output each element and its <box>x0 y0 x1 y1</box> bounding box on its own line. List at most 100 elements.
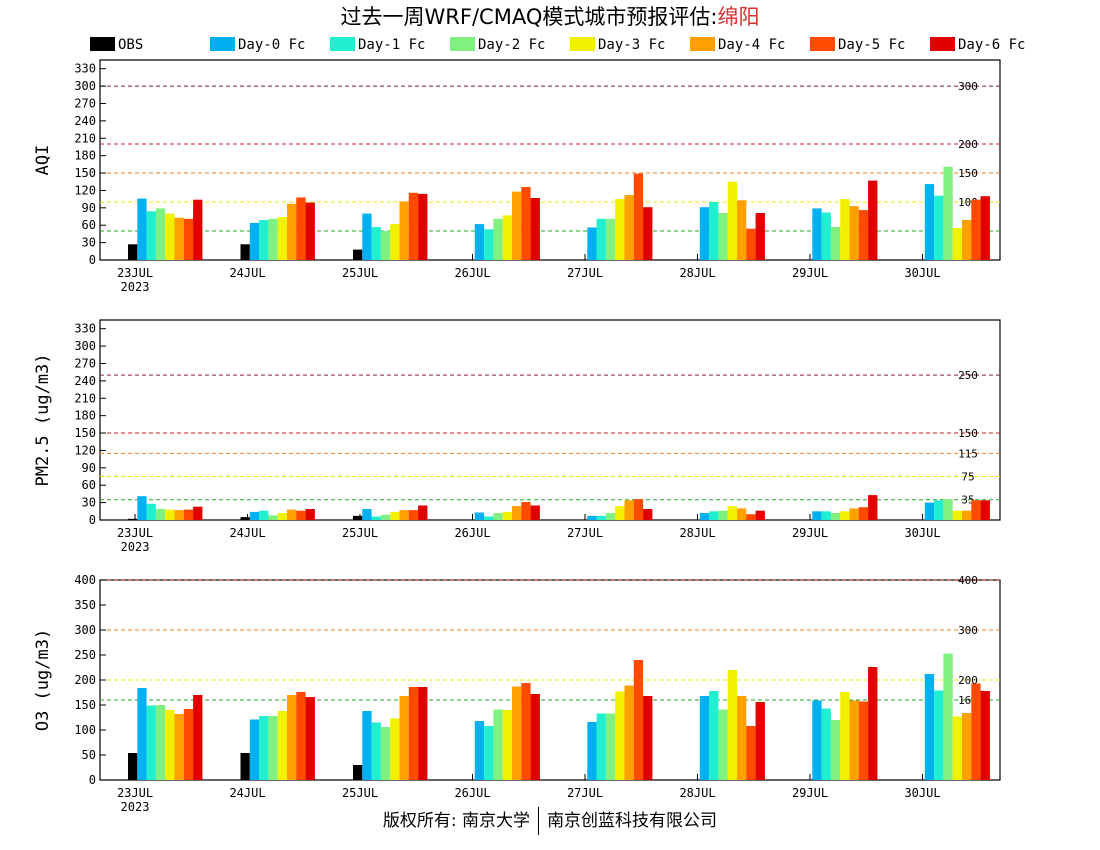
bar-3-5 <box>718 510 728 520</box>
bar-5-5 <box>737 696 747 780</box>
bar-7-6 <box>868 495 878 520</box>
x-tick-label-2: 25JUL <box>342 526 378 540</box>
bar-0-2 <box>353 249 363 260</box>
bar-0-1 <box>240 517 250 520</box>
bar-5-1 <box>287 695 297 780</box>
bar-7-1 <box>305 509 315 520</box>
x-tick-label-0: 23JUL <box>117 266 153 280</box>
bar-2-3 <box>484 516 494 520</box>
chart-panel-0: 5010015020030003060901201501802102402703… <box>33 59 1001 294</box>
x-tick-label-3: 26JUL <box>454 526 490 540</box>
x-tick-label-4: 27JUL <box>567 266 603 280</box>
y-tick-label-0: 0 <box>89 513 96 527</box>
bar-2-0 <box>146 705 156 780</box>
bar-3-4 <box>605 513 616 520</box>
bar-3-3 <box>493 513 503 520</box>
bar-4-5 <box>727 506 737 520</box>
bar-4-6 <box>840 692 850 780</box>
threshold-label-3: 150 <box>958 427 978 440</box>
bar-7-5 <box>755 213 765 260</box>
bar-3-3 <box>493 709 503 780</box>
bar-6-3 <box>521 187 531 260</box>
y-tick-label-9: 270 <box>74 96 96 110</box>
bar-2-5 <box>709 691 719 780</box>
y-tick-label-3: 90 <box>82 461 96 475</box>
bar-1-4 <box>587 227 597 260</box>
legend-swatch-2 <box>330 37 355 51</box>
bar-4-2 <box>390 511 400 520</box>
bar-3-1 <box>268 218 278 260</box>
bar-6-3 <box>521 683 531 780</box>
bar-0-1 <box>240 244 250 260</box>
threshold-label-2: 150 <box>958 167 978 180</box>
bar-6-7 <box>971 199 981 260</box>
legend-swatch-3 <box>450 37 475 51</box>
bar-5-6 <box>849 700 859 780</box>
bar-1-3 <box>474 224 485 260</box>
bar-3-2 <box>380 514 391 520</box>
bar-1-7 <box>924 184 935 260</box>
bar-3-5 <box>718 709 728 780</box>
x-tick-label-1: 24JUL <box>229 526 265 540</box>
bar-4-7 <box>952 716 962 780</box>
bar-5-7 <box>962 510 972 520</box>
bar-6-0 <box>183 509 194 520</box>
bar-6-1 <box>296 510 306 520</box>
bar-7-0 <box>193 506 203 520</box>
bar-6-1 <box>296 692 306 780</box>
bar-7-4 <box>643 696 653 780</box>
bar-1-5 <box>699 513 710 520</box>
bar-1-1 <box>249 222 260 260</box>
bar-6-6 <box>858 507 869 520</box>
bar-2-6 <box>821 511 831 520</box>
y-tick-label-7: 210 <box>74 131 96 145</box>
threshold-label-3: 400 <box>958 574 978 587</box>
footer-right: 南京创蓝科技有限公司 <box>547 811 718 831</box>
bar-2-3 <box>484 726 494 780</box>
legend-label-7: Day-6 Fc <box>958 37 1025 53</box>
legend-swatch-0 <box>90 37 115 51</box>
legend-label-3: Day-2 Fc <box>478 37 545 53</box>
bar-2-0 <box>146 211 156 260</box>
bar-7-2 <box>418 687 428 780</box>
bar-7-5 <box>755 510 765 520</box>
bar-3-3 <box>493 218 503 260</box>
bar-6-0 <box>183 709 194 780</box>
bar-3-7 <box>943 166 953 260</box>
bar-2-6 <box>821 212 831 260</box>
x-tick-label-2: 25JUL <box>342 786 378 800</box>
bar-3-6 <box>830 227 841 260</box>
y-tick-label-1: 50 <box>82 748 96 762</box>
bar-5-7 <box>962 220 972 260</box>
y-tick-label-5: 250 <box>74 648 96 662</box>
threshold-label-1: 75 <box>961 471 974 484</box>
y-tick-label-6: 180 <box>74 149 96 163</box>
bar-3-5 <box>718 213 728 260</box>
y-tick-label-2: 60 <box>82 478 96 492</box>
y-tick-label-5: 150 <box>74 166 96 180</box>
chart-panel-1: 3575115150250030609012015018021024027030… <box>33 319 1001 554</box>
bar-4-6 <box>840 199 850 260</box>
y-tick-label-6: 180 <box>74 409 96 423</box>
bar-3-1 <box>268 515 278 520</box>
bar-7-3 <box>530 694 540 780</box>
x-tick-label-6: 29JUL <box>792 786 828 800</box>
bar-1-1 <box>249 719 260 780</box>
x-tick-label-1: 24JUL <box>229 266 265 280</box>
bar-4-3 <box>502 710 512 780</box>
y-tick-label-8: 240 <box>74 374 96 388</box>
plot-frame <box>99 319 1001 521</box>
bar-6-6 <box>858 210 869 260</box>
y-tick-label-11: 330 <box>74 62 96 76</box>
legend-label-2: Day-1 Fc <box>358 37 425 53</box>
bar-7-2 <box>418 505 428 520</box>
bar-2-1 <box>259 510 269 520</box>
bar-7-3 <box>530 198 540 260</box>
bar-3-7 <box>943 499 953 520</box>
bar-1-4 <box>587 515 597 520</box>
bar-1-7 <box>924 674 935 780</box>
bar-0-0 <box>128 518 138 520</box>
y-tick-label-4: 120 <box>74 443 96 457</box>
x-year-label: 2023 <box>121 540 150 554</box>
